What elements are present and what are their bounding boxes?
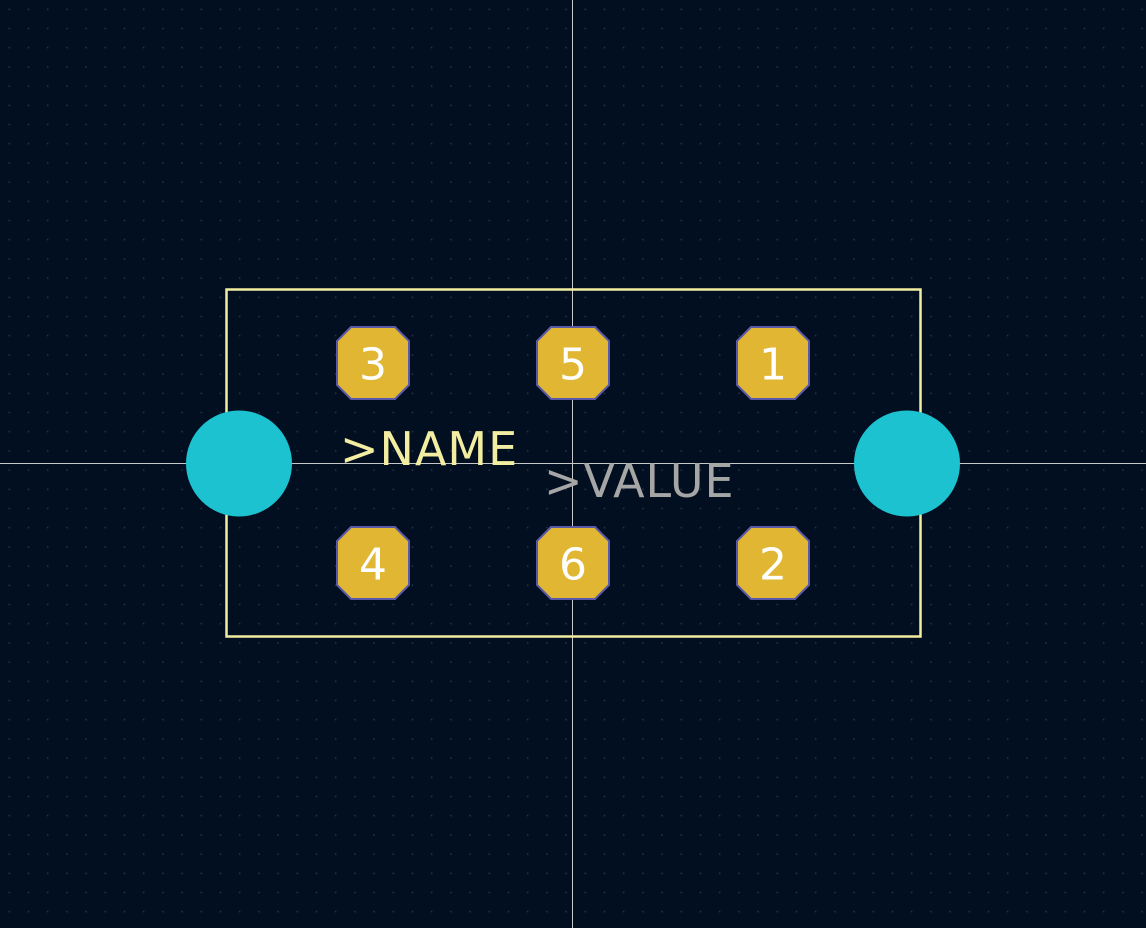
pad-number-label: 3: [359, 340, 387, 391]
pad-1[interactable]: 1: [736, 326, 810, 400]
pad-shape[interactable]: [736, 326, 810, 400]
pad-shape[interactable]: [736, 526, 810, 600]
pad-shape[interactable]: [336, 526, 410, 600]
pad-number-label: 4: [359, 540, 387, 591]
pad-shape[interactable]: [536, 326, 610, 400]
name-label[interactable]: >NAME: [340, 422, 518, 476]
pad-6[interactable]: 6: [536, 526, 610, 600]
value-label[interactable]: >VALUE: [544, 454, 735, 508]
mounting-hole-right[interactable]: [854, 410, 960, 517]
pad-4[interactable]: 4: [336, 526, 410, 600]
pad-number-label: 2: [759, 540, 787, 591]
pads-group: 3 5 1 4 6 2: [336, 326, 810, 600]
mounting-hole-left[interactable]: [186, 410, 292, 517]
pad-5[interactable]: 5: [536, 326, 610, 400]
pad-number-label: 1: [759, 340, 787, 391]
pad-shape[interactable]: [536, 526, 610, 600]
pad-number-label: 6: [559, 540, 587, 591]
pad-number-label: 5: [559, 340, 587, 391]
pad-shape[interactable]: [336, 326, 410, 400]
pad-3[interactable]: 3: [336, 326, 410, 400]
pad-2[interactable]: 2: [736, 526, 810, 600]
